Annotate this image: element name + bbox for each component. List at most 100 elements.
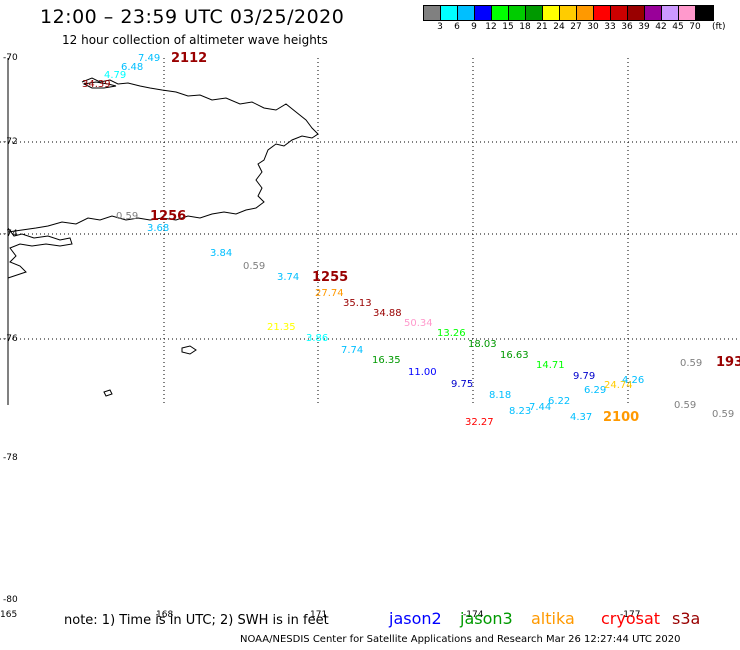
swh-value: 6.22 <box>548 396 570 407</box>
swh-value: 18.03 <box>468 339 497 350</box>
legend-s3a: s3a <box>672 609 701 628</box>
swh-value: 3.74 <box>277 272 299 283</box>
swh-value: 32.27 <box>465 417 494 428</box>
coastline-north <box>7 77 319 233</box>
swh-value: 3.86 <box>306 333 328 344</box>
longitude-label: -174 <box>463 610 484 620</box>
latitude-labels: -70 -72 -74 -76 -78 -80 <box>3 53 18 605</box>
colorbar-tick-label: 3 <box>437 22 443 32</box>
time-tag: 1256 <box>150 209 186 224</box>
swh-value: 8.18 <box>489 390 511 401</box>
colorbar-swatch <box>509 6 526 20</box>
swh-value: 9.75 <box>451 379 473 390</box>
swh-value: 34.88 <box>373 308 402 319</box>
longitude-label: 165 <box>0 610 17 620</box>
swh-value: 0.59 <box>680 358 702 369</box>
swh-value: 21.35 <box>267 322 296 333</box>
colorbar-tick-label: 27 <box>570 22 582 32</box>
colorbar-tick-label: 70 <box>689 22 701 32</box>
note-text: note: 1) Time is in UTC; 2) SWH is in fe… <box>64 613 329 628</box>
time-tags: 2112 1256 1255 2100 193 <box>150 51 740 425</box>
colorbar-tick-label: 12 <box>485 22 497 32</box>
colorbar <box>423 5 714 21</box>
swh-value: 16.63 <box>500 350 529 361</box>
colorbar-swatch <box>526 6 543 20</box>
swh-value: 14.71 <box>536 360 565 371</box>
colorbar-swatch <box>611 6 628 20</box>
colorbar-swatch <box>628 6 645 20</box>
time-tag: 2112 <box>171 51 207 66</box>
colorbar-tick-label: 9 <box>471 22 477 32</box>
latitude-label: -76 <box>3 334 18 344</box>
colorbar-swatch <box>424 6 441 20</box>
colorbar-unit: (ft) <box>712 22 726 32</box>
colorbar-tick-label: 15 <box>502 22 514 32</box>
island-north <box>82 81 117 89</box>
swh-value: 4.79 <box>104 70 126 81</box>
colorbar-tick-label: 18 <box>519 22 531 32</box>
colorbar-tick-label: 36 <box>621 22 633 32</box>
swh-value: 3.68 <box>147 223 169 234</box>
island-small <box>181 345 197 355</box>
swh-value: 13.26 <box>437 328 466 339</box>
swh-value: 0.59 <box>243 261 265 272</box>
colorbar-tick-label: 39 <box>638 22 650 32</box>
latitude-label: -70 <box>3 53 18 63</box>
legend-cryosat: cryosat <box>601 609 661 628</box>
colorbar-swatch <box>560 6 577 20</box>
page-subtitle: 12 hour collection of altimeter wave hei… <box>62 33 328 47</box>
colorbar-tick-label: 6 <box>454 22 460 32</box>
swh-value: 16.35 <box>372 355 401 366</box>
colorbar-swatch <box>662 6 679 20</box>
swh-value: 6.48 <box>121 62 143 73</box>
swh-value: 24.74 <box>604 380 633 391</box>
latitude-label: -72 <box>3 137 18 147</box>
island-tiny <box>103 389 113 397</box>
swh-value: 3.84 <box>210 248 232 259</box>
time-tag: 2100 <box>603 410 639 425</box>
colorbar-tick-label: 24 <box>553 22 565 32</box>
time-tag: 193 <box>716 355 740 370</box>
colorbar-tick-label: 21 <box>536 22 548 32</box>
swh-value: 9.79 <box>573 371 595 382</box>
colorbar-swatch <box>441 6 458 20</box>
colorbar-tick-label: 33 <box>604 22 616 32</box>
latitude-label: -78 <box>3 453 18 463</box>
colorbar-swatch <box>458 6 475 20</box>
swh-value: 7.49 <box>138 53 160 64</box>
longitude-label: 168 <box>156 610 173 620</box>
swh-value: 35.13 <box>343 298 372 309</box>
swh-value: 4.37 <box>570 412 592 423</box>
colorbar-tick-label: 42 <box>655 22 667 32</box>
swh-value: 0.59 <box>674 400 696 411</box>
footer-credit: NOAA/NESDIS Center for Satellite Applica… <box>240 634 681 645</box>
colorbar-swatch <box>475 6 492 20</box>
legend-jason3: jason3 <box>460 609 513 628</box>
swh-value: 0.59 <box>712 409 734 420</box>
longitude-labels: 165 168 171 -174 -177 <box>0 610 640 620</box>
colorbar-swatch <box>492 6 509 20</box>
swh-value: 0.59 <box>116 211 138 222</box>
colorbar-swatch <box>645 6 662 20</box>
coastline <box>7 77 319 397</box>
swh-value: 7.74 <box>341 345 363 356</box>
colorbar-tick-label: 30 <box>587 22 599 32</box>
colorbar-swatch <box>577 6 594 20</box>
swh-value: 6.29 <box>584 385 606 396</box>
coastline-west <box>7 227 73 279</box>
legend-jason2: jason2 <box>389 609 442 628</box>
colorbar-swatch <box>696 6 713 20</box>
legend-altika: altika <box>531 609 575 628</box>
colorbar-swatch <box>543 6 560 20</box>
page-title: 12:00 – 23:59 UTC 03/25/2020 <box>40 6 345 28</box>
colorbar-swatch <box>594 6 611 20</box>
swh-value: 34.39 <box>82 79 111 90</box>
swh-value: 4.26 <box>622 375 644 386</box>
longitude-label: -177 <box>620 610 640 620</box>
swh-value: 7.44 <box>529 402 551 413</box>
swh-value: 11.00 <box>408 367 437 378</box>
swh-value: 8.23 <box>509 406 531 417</box>
time-tag: 1255 <box>312 270 348 285</box>
